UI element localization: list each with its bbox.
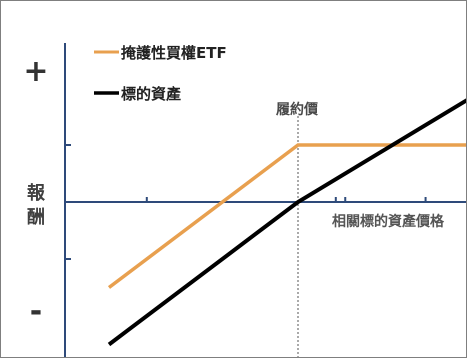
y-axis-plus-label: + (23, 54, 48, 89)
y-axis-ticks (65, 144, 71, 260)
y-axis-minus-label: - (30, 294, 42, 329)
legend: 掩護性買權ETF 標的資產 (94, 44, 227, 103)
strike-price-label: 履約價 (276, 101, 319, 118)
y-axis-title-line-1: 報 (27, 182, 46, 204)
series-lines (107, 98, 466, 347)
series-line-2 (107, 98, 466, 347)
x-axis-ticks (145, 197, 427, 202)
y-axis-title-line-2: 酬 (27, 207, 45, 228)
legend-label-1: 掩護性買權ETF (121, 44, 227, 62)
x-axis-title: 相關標的資產價格 (332, 213, 445, 230)
legend-label-2: 標的資產 (121, 85, 181, 103)
